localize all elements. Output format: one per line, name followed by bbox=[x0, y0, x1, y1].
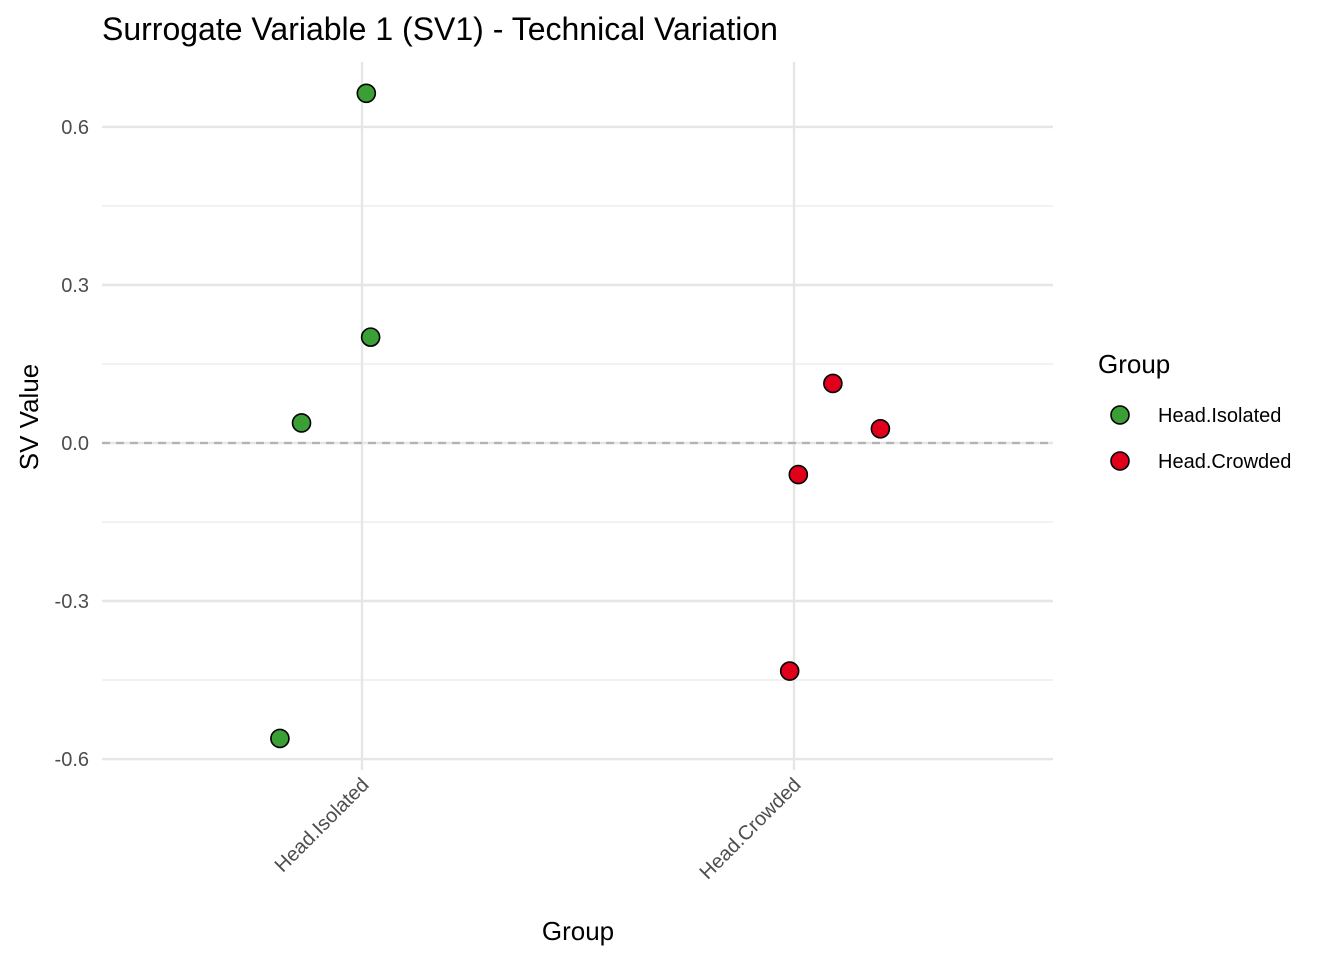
data-point bbox=[788, 464, 809, 485]
y-axis-title: SV Value bbox=[14, 364, 44, 470]
y-tick-label: 0.6 bbox=[61, 117, 89, 139]
gridlines bbox=[102, 62, 1053, 770]
legend-label: Head.Crowded bbox=[1158, 451, 1291, 473]
y-tick-label: 0.0 bbox=[61, 433, 89, 455]
data-point bbox=[360, 327, 381, 347]
data-point bbox=[779, 661, 800, 681]
x-tick-label: Head.Crowded bbox=[696, 774, 806, 884]
y-tick-labels: -0.6 -0.3 0.0 0.3 0.6 bbox=[55, 117, 89, 771]
data-point bbox=[270, 728, 290, 749]
legend: Group Head.Isolated Head.Crowded bbox=[1098, 349, 1291, 473]
legend-title: Group bbox=[1098, 349, 1170, 379]
chart-title: Surrogate Variable 1 (SV1) - Technical V… bbox=[102, 11, 778, 47]
legend-label: Head.Isolated bbox=[1158, 405, 1281, 427]
data-point bbox=[823, 373, 843, 394]
data-point bbox=[356, 83, 377, 104]
x-tick-labels: Head.Isolated Head.Crowded bbox=[271, 774, 806, 884]
x-tick-label: Head.Isolated bbox=[271, 774, 374, 877]
data-points bbox=[270, 83, 891, 749]
y-tick-label: -0.3 bbox=[55, 591, 89, 613]
y-tick-label: -0.6 bbox=[55, 749, 89, 771]
data-point bbox=[291, 413, 312, 433]
legend-key bbox=[1110, 405, 1130, 425]
x-axis-title: Group bbox=[542, 916, 614, 946]
data-point bbox=[870, 418, 891, 439]
y-tick-label: 0.3 bbox=[61, 275, 89, 297]
legend-key bbox=[1110, 451, 1130, 471]
